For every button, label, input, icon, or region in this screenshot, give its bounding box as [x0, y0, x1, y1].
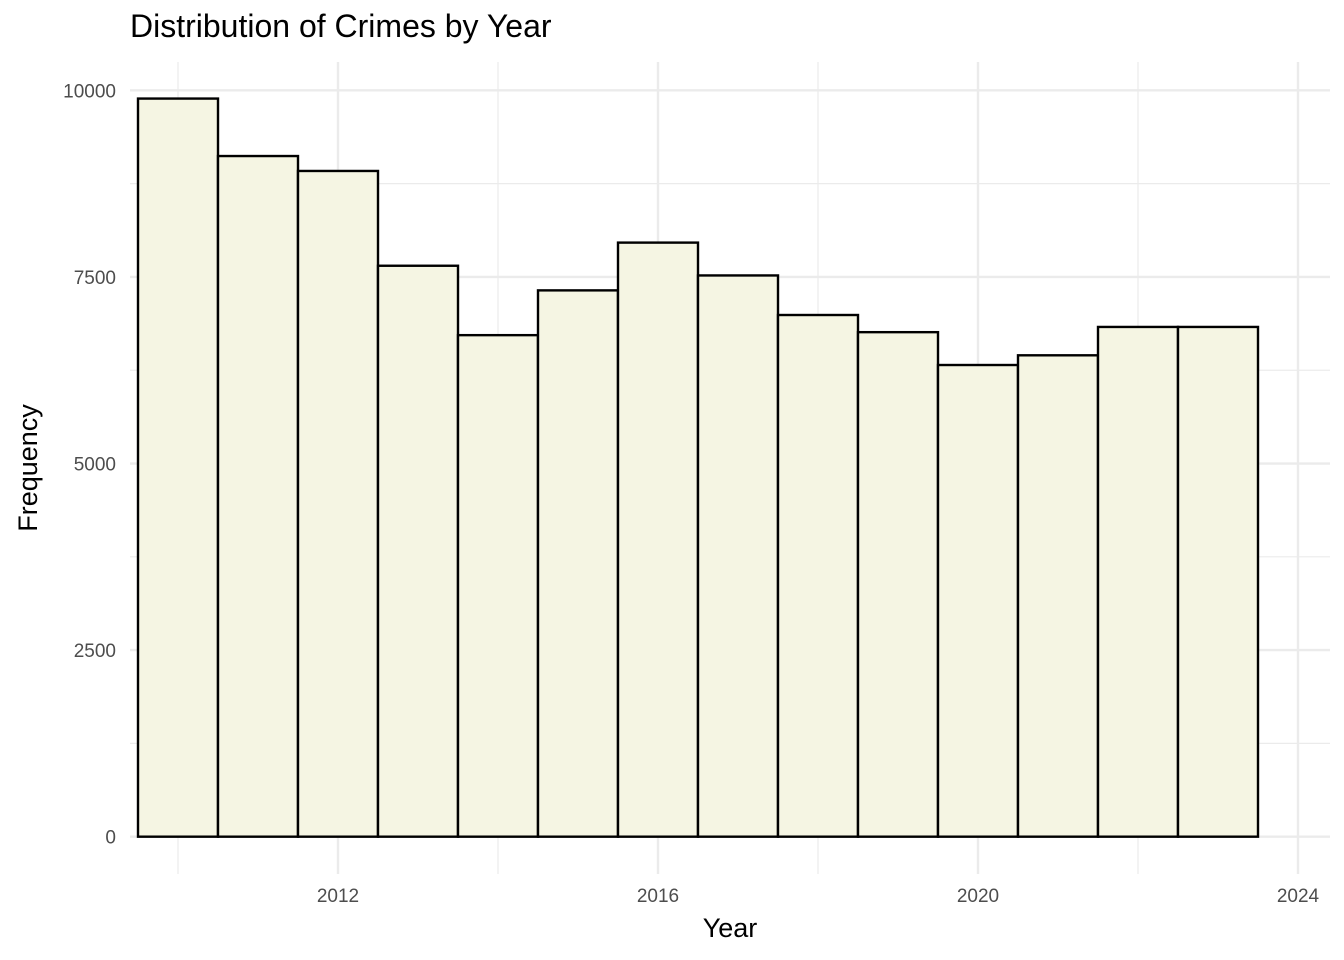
histogram-bar — [536, 289, 620, 838]
x-tick-label: 2020 — [957, 886, 999, 907]
x-axis-title: Year — [703, 913, 758, 943]
y-tick-label: 7500 — [74, 268, 116, 289]
y-axis-title: Frequency — [13, 404, 43, 532]
histogram-bar — [616, 241, 700, 838]
y-tick-label: 0 — [105, 828, 116, 849]
histogram-bar — [856, 330, 940, 838]
histogram-bar — [136, 97, 220, 838]
histogram-bar — [1096, 325, 1180, 838]
x-tick-label: 2024 — [1277, 886, 1320, 907]
x-axis-tick-labels: 2012 2016 2020 2024 — [317, 886, 1320, 907]
histogram-bar — [216, 154, 300, 838]
histogram-bar — [376, 264, 460, 838]
histogram-bar — [1016, 354, 1100, 838]
histogram-bar — [936, 363, 1020, 838]
y-tick-label: 5000 — [74, 455, 116, 476]
bars-group — [136, 97, 1260, 838]
histogram-bar — [776, 313, 860, 838]
histogram-bar — [456, 333, 540, 838]
histogram-bar — [696, 274, 780, 838]
x-tick-label: 2016 — [637, 886, 679, 907]
y-tick-label: 2500 — [74, 641, 116, 662]
histogram-bar — [296, 169, 380, 838]
x-tick-label: 2012 — [317, 886, 359, 907]
chart-title: Distribution of Crimes by Year — [130, 8, 552, 44]
histogram-bar — [1176, 325, 1260, 838]
y-axis-tick-labels: 0 2500 5000 7500 10000 — [63, 81, 116, 848]
y-tick-label: 10000 — [63, 81, 116, 102]
